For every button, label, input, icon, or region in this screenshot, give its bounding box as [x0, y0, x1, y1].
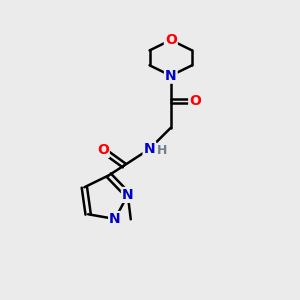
- Text: O: O: [189, 94, 201, 108]
- Text: H: H: [157, 144, 167, 157]
- Text: N: N: [165, 69, 177, 83]
- Text: N: N: [144, 142, 155, 156]
- Text: N: N: [122, 188, 134, 202]
- Text: O: O: [97, 143, 109, 157]
- Text: N: N: [109, 212, 121, 226]
- Text: O: O: [165, 33, 177, 47]
